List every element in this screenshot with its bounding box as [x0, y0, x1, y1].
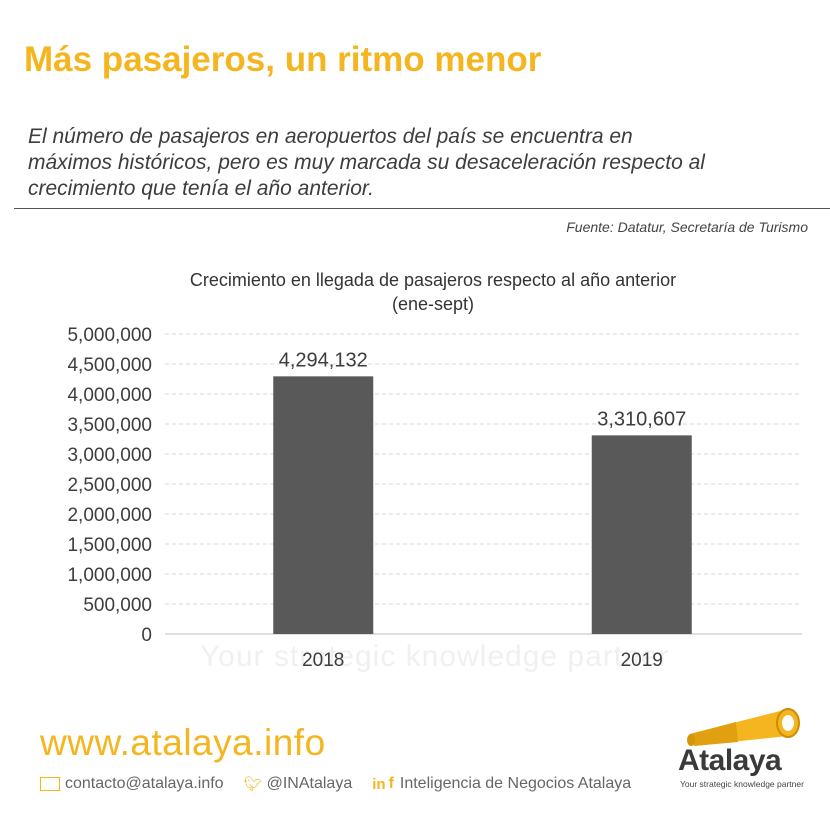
bar-chart: 0 500,000 1,000,000 1,500,000 2,000,000 2,500… — [67, 325, 802, 671]
y-tick-label: 0 — [141, 625, 152, 646]
logo-wordmark: Atalaya — [678, 744, 782, 777]
x-tick-label: 2018 — [302, 650, 344, 671]
y-tick-label: 1,500,000 — [67, 535, 152, 556]
bar-2018 — [273, 376, 374, 634]
y-tick-label: 4,000,000 — [67, 385, 152, 406]
subtitle-line: máximos históricos, pero es muy marcada … — [28, 151, 705, 174]
twitter-icon: 🐦︎ — [243, 776, 263, 793]
contact-bar: contacto@atalaya.info 🐦︎ @INAtalaya in f… — [40, 774, 631, 794]
bar-2019 — [591, 435, 692, 634]
page-subtitle: El número de pasajeros en aeropuertos de… — [28, 124, 818, 202]
y-tick-label: 2,500,000 — [67, 475, 152, 496]
y-tick-label: 4,500,000 — [67, 355, 152, 376]
linkedin-icon: in — [372, 775, 386, 793]
y-tick-label: 5,000,000 — [67, 325, 152, 346]
subtitle-line: El número de pasajeros en aeropuertos de… — [28, 125, 633, 148]
chart-title-line: Crecimiento en llegada de pasajeros resp… — [189, 270, 677, 290]
chart-title-line: (ene-sept) — [391, 294, 475, 314]
telescope-icon — [687, 708, 800, 746]
email-icon — [40, 777, 60, 791]
data-label: 4,294,132 — [279, 349, 368, 371]
data-label: 3,310,607 — [597, 408, 686, 430]
website-link[interactable]: www.atalaya.info — [40, 722, 326, 763]
page-title: Más pasajeros, un ritmo menor — [24, 40, 542, 79]
source-note: Fuente: Datatur, Secretaría de Turismo — [566, 219, 808, 235]
y-tick-label: 1,000,000 — [67, 565, 152, 586]
y-tick-label: 3,500,000 — [67, 415, 152, 436]
x-tick-label: 2019 — [621, 650, 663, 671]
watermark-tagline: Your strategic knowledge partner — [200, 640, 670, 673]
social-name[interactable]: Inteligencia de Negocios Atalaya — [399, 775, 632, 792]
twitter-handle[interactable]: @INAtalaya — [266, 775, 353, 792]
email-link[interactable]: contacto@atalaya.info — [65, 775, 224, 792]
facebook-icon: f — [388, 775, 394, 792]
y-tick-label: 2,000,000 — [67, 505, 152, 526]
subtitle-line: crecimiento que tenía el año anterior. — [28, 177, 374, 200]
chart-title: Crecimiento en llegada de pasajeros resp… — [0, 268, 830, 316]
y-tick-label: 3,000,000 — [67, 445, 152, 466]
logo-tagline: Your strategic knowledge partner — [680, 779, 804, 789]
divider — [14, 208, 830, 209]
y-tick-label: 500,000 — [83, 595, 152, 616]
